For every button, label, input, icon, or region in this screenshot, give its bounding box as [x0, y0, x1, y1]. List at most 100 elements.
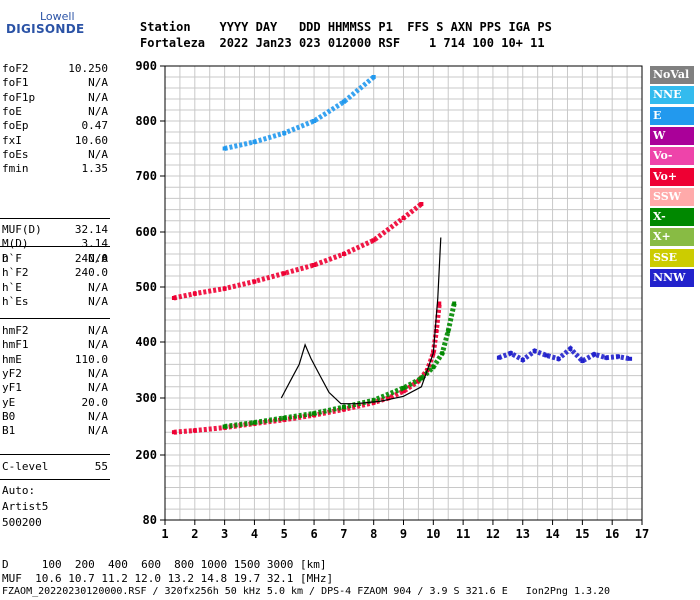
echo-point [419, 376, 424, 381]
autoscaling-info: 500200 [2, 516, 42, 529]
legend-item-vo: Vo+ [650, 167, 694, 186]
echo-point [171, 296, 176, 300]
y-tick-label: 80 [143, 513, 157, 527]
param-row-foep: foEp 0.47 [2, 119, 108, 133]
echo-point [440, 351, 445, 356]
x-tick-label: 4 [251, 527, 258, 541]
param-value: N/A [88, 324, 108, 337]
footer-file-info: FZAOM_20220230120000.RSF / 320fx256h 50 … [2, 586, 611, 597]
param-row-d: D N/A [2, 252, 108, 266]
x-tick-label: 1 [161, 527, 168, 541]
legend-item-vo: Vo- [650, 147, 694, 166]
trace-spread-f [498, 345, 631, 365]
echo-point [592, 352, 597, 357]
echo-point [401, 216, 406, 220]
x-tick-labels: 1 2 3 4 5 6 7 8 9 10 11 12 13 14 15 16 17 [161, 520, 649, 541]
param-label: M(D) [2, 237, 29, 251]
x-tick-label: 9 [400, 527, 407, 541]
footer-muf-row: MUF 10.6 10.7 11.2 12.0 13.2 14.8 19.7 3… [2, 572, 334, 585]
param-label: fxI [2, 133, 22, 147]
echo-point [508, 351, 513, 356]
logo-lowell-text: Lowell [40, 10, 75, 23]
echo-point [222, 146, 227, 151]
param-row-md: M(D) 3.14 [2, 237, 108, 251]
param-row-foes: foEs N/A [2, 148, 108, 162]
echo-point [544, 353, 549, 358]
y-tick-label: 800 [135, 114, 157, 128]
echo-point [282, 271, 287, 276]
echo-point [192, 428, 197, 433]
echo-point [312, 119, 317, 123]
param-label: foF1p [2, 90, 36, 104]
param-value: 240.0 [74, 252, 108, 265]
param-row-ye: yE 20.0 [2, 396, 108, 410]
param-row-yf2: yF2 N/A [2, 367, 108, 381]
trace-profile [280, 237, 442, 405]
param-row-fof1: foF1 N/A [2, 76, 108, 90]
y-tick-label: 200 [135, 448, 157, 462]
echo-point [386, 396, 391, 400]
header-line-2: Fortaleza 2022 Jan23 023 012000 RSF 1 71… [140, 36, 545, 50]
x-tick-label: 12 [486, 527, 500, 541]
param-value: N/A [88, 147, 108, 161]
param-row-mufd: MUF(D) 32.14 [2, 223, 108, 237]
echo-point [568, 346, 573, 351]
param-label: B0 [2, 409, 16, 423]
legend-item-nnw: NNW [650, 269, 694, 287]
param-label: C-level [2, 460, 49, 473]
x-tick-label: 6 [310, 527, 317, 541]
legend-item-nne: NNE [650, 86, 694, 105]
x-tick-label: 17 [635, 527, 649, 541]
y-tick-label: 900 [135, 59, 157, 73]
y-tick-label: 600 [135, 225, 157, 239]
echo-point [282, 415, 287, 420]
param-label: h`F [2, 252, 22, 265]
echo-point [312, 263, 317, 267]
param-value: N/A [88, 381, 108, 395]
echo-point [371, 398, 376, 403]
x-tick-label: 16 [605, 527, 619, 541]
param-row-fof1p: foF1p N/A [2, 91, 108, 105]
param-value: 1.35 [81, 162, 109, 176]
param-value: 0.47 [81, 119, 109, 133]
param-row-hmf1: hmF1 N/A [2, 338, 108, 352]
echo-point [252, 279, 257, 284]
param-row-hf: h`F 240.0 [2, 252, 108, 266]
echo-point [437, 301, 442, 306]
param-label: D [2, 251, 9, 265]
legend-item-sse: SSE [650, 248, 694, 267]
param-label: yF1 [2, 381, 22, 395]
param-row-he: h`E N/A [2, 281, 108, 295]
param-row-hmf2: hmF2 N/A [2, 324, 108, 338]
param-row-b1: B1 N/A [2, 424, 108, 438]
echo-point [401, 389, 406, 394]
param-value: N/A [88, 294, 108, 308]
param-value: 10.60 [74, 133, 108, 147]
param-label: h`E [2, 280, 22, 294]
y-tick-label: 700 [135, 169, 157, 183]
param-value: N/A [88, 104, 108, 118]
echo-point [171, 430, 176, 435]
param-row-fof2: foF2 10.250 [2, 62, 108, 76]
param-value: 3.14 [81, 237, 109, 251]
echo-point [446, 329, 451, 333]
param-row-hme: hmE 110.0 [2, 353, 108, 367]
trace-x-trace-virtual-height [224, 302, 457, 429]
param-row-b0: B0 N/A [2, 410, 108, 424]
param-separator [0, 454, 110, 455]
param-label: foEp [2, 119, 29, 133]
param-label: foF2 [2, 62, 29, 75]
footer-distance-row: D 100 200 400 600 800 1000 1500 3000 [km… [2, 558, 327, 571]
param-value: N/A [88, 338, 108, 352]
param-value: N/A [88, 366, 108, 380]
echo-point [252, 139, 257, 144]
echo-point [222, 286, 227, 291]
legend-item-ssw: SSW [650, 187, 694, 206]
param-label: MUF(D) [2, 223, 42, 236]
y-tick-labels: 80 200 300 400 500 600 700 800 900 [135, 59, 165, 527]
param-label: foE [2, 104, 22, 118]
x-tick-label: 5 [281, 527, 288, 541]
echo-point [604, 355, 609, 360]
y-tick-label: 300 [135, 391, 157, 405]
